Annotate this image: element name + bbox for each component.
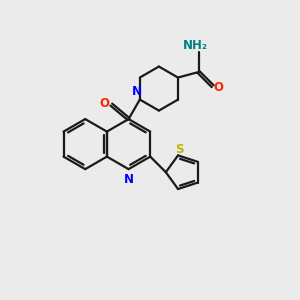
Text: S: S bbox=[175, 143, 184, 156]
Text: O: O bbox=[100, 97, 110, 110]
Text: O: O bbox=[213, 81, 223, 94]
Text: NH₂: NH₂ bbox=[183, 39, 208, 52]
Text: N: N bbox=[132, 85, 142, 98]
Text: N: N bbox=[124, 173, 134, 186]
